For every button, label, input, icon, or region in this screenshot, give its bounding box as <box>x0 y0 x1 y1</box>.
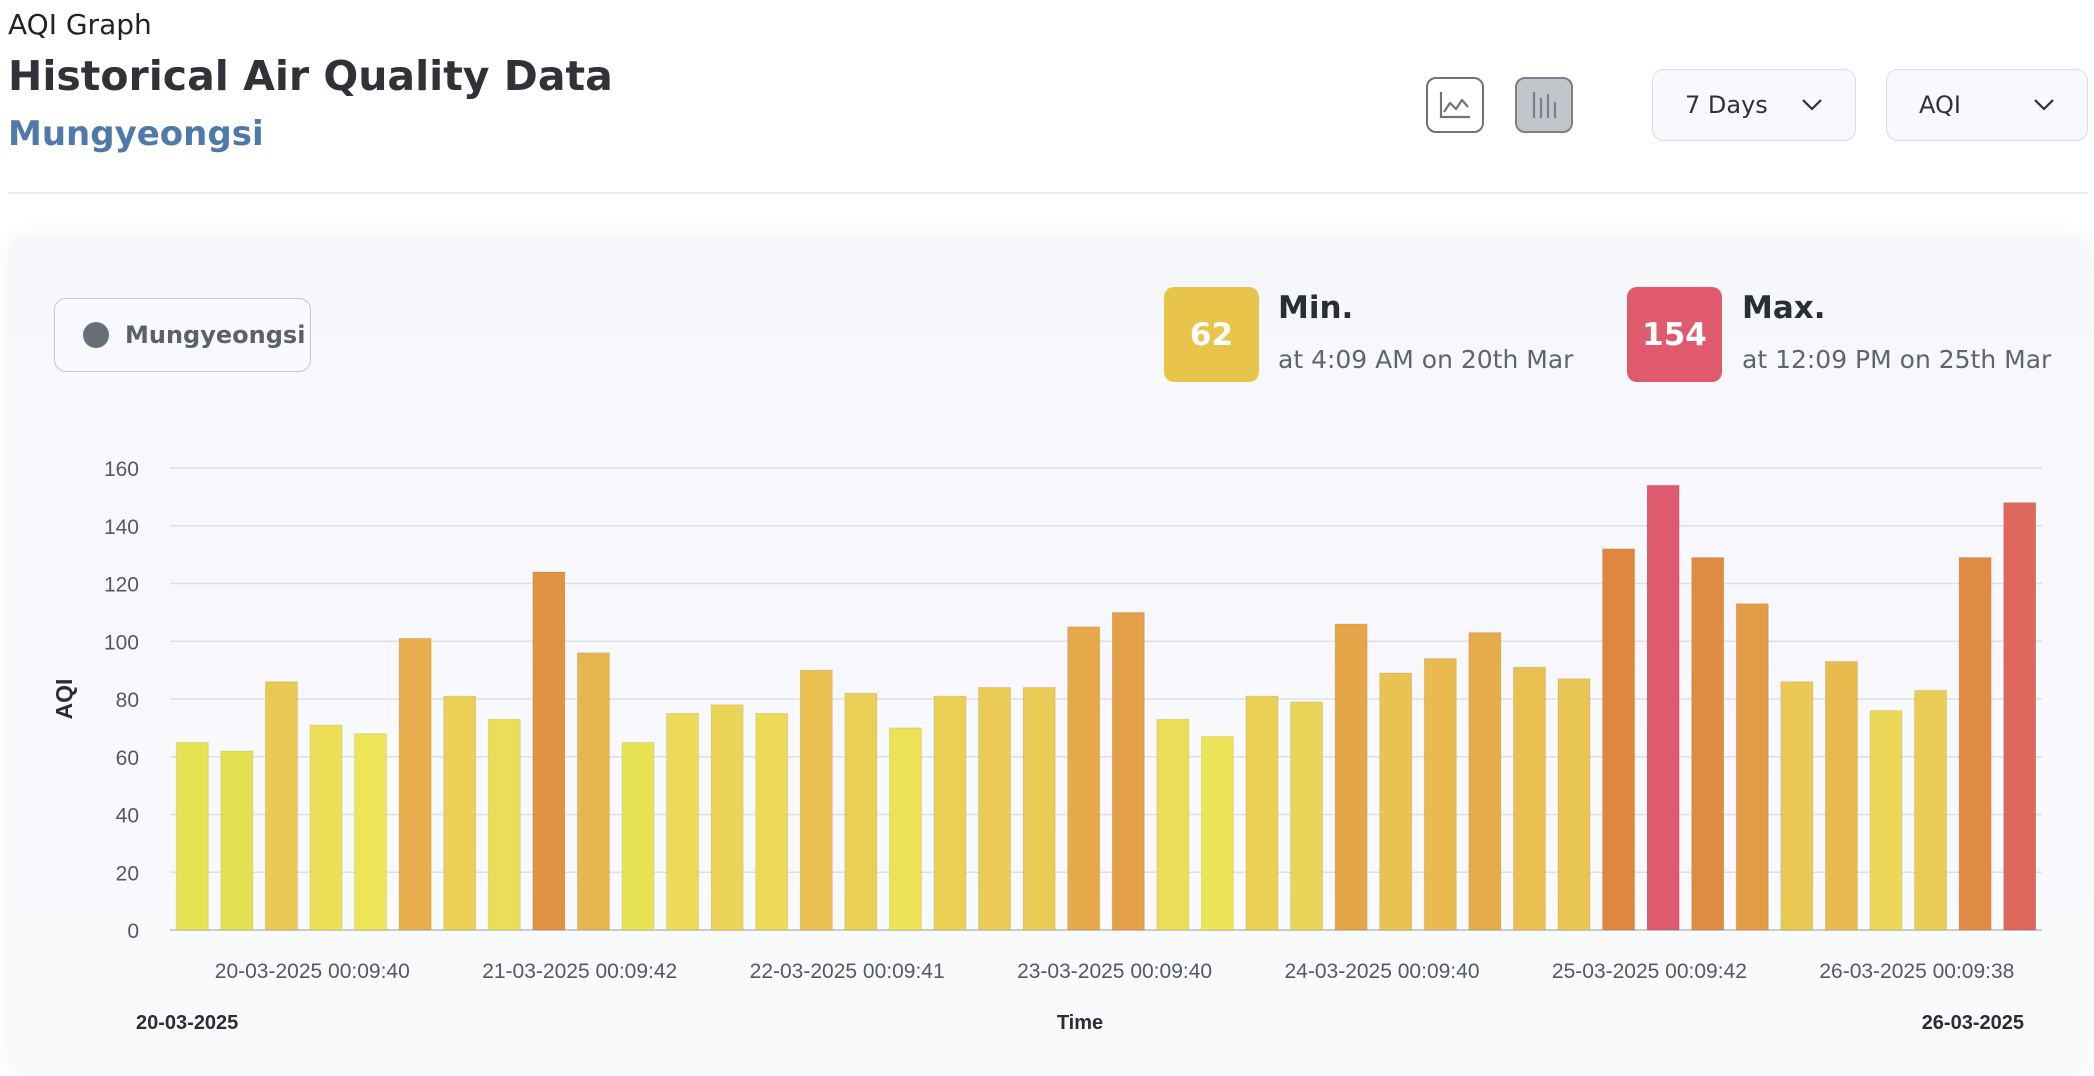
legend-label: Mungyeongsi <box>125 321 306 349</box>
y-tick-label: 60 <box>116 747 139 770</box>
y-tick-label: 140 <box>104 516 139 539</box>
bar <box>175 741 209 931</box>
bar <box>264 681 298 931</box>
line-chart-icon <box>1439 92 1470 119</box>
bar <box>1780 681 1814 931</box>
metric-value: AQI <box>1919 91 1961 119</box>
bar <box>1958 557 1992 931</box>
bar <box>1022 686 1056 931</box>
y-tick-label: 40 <box>116 805 139 828</box>
bar <box>2003 502 2037 931</box>
min-detail: at 4:09 AM on 20th Mar <box>1278 345 1574 374</box>
y-tick-label: 80 <box>116 689 139 712</box>
bar <box>576 652 610 931</box>
page-location: Mungyeongsi <box>8 114 264 154</box>
page-title: Historical Air Quality Data <box>8 52 613 100</box>
bar <box>888 727 922 931</box>
min-label: Min. <box>1278 290 1354 326</box>
min-value-badge: 62 <box>1164 287 1259 382</box>
x-tick-label: 24-03-2025 00:09:40 <box>1285 960 1480 983</box>
bar <box>1869 710 1903 931</box>
metric-dropdown[interactable]: AQI <box>1886 69 2088 141</box>
header-divider <box>8 192 2088 194</box>
bar <box>1290 701 1324 931</box>
bar <box>220 750 254 931</box>
bar <box>1200 736 1234 931</box>
bar <box>1646 484 1680 931</box>
x-axis-title: Time <box>1057 1012 1103 1034</box>
x-tick-label: 25-03-2025 00:09:42 <box>1552 960 1747 983</box>
bar-chart-icon <box>1532 92 1557 118</box>
y-tick-label: 100 <box>104 631 139 654</box>
x-tick-label: 26-03-2025 00:09:38 <box>1819 960 2014 983</box>
bar <box>1156 718 1190 931</box>
bar <box>1379 672 1413 931</box>
bar <box>1735 603 1769 931</box>
bar <box>309 724 343 931</box>
bar <box>1111 611 1145 931</box>
x-end-label: 26-03-2025 <box>1922 1012 2024 1034</box>
y-tick-label: 120 <box>104 574 139 597</box>
x-tick-label: 20-03-2025 00:09:40 <box>215 960 410 983</box>
bar <box>978 686 1012 931</box>
bar <box>1245 695 1279 931</box>
bar <box>1602 548 1636 931</box>
bar <box>1557 678 1591 931</box>
x-tick-label: 22-03-2025 00:09:41 <box>750 960 945 983</box>
period-dropdown[interactable]: 7 Days <box>1652 69 1856 141</box>
bar <box>1824 660 1858 931</box>
bar <box>799 669 833 931</box>
bar <box>398 637 432 931</box>
bar <box>1423 658 1457 931</box>
bar <box>1334 623 1368 931</box>
max-detail: at 12:09 PM on 25th Mar <box>1742 345 2052 374</box>
y-axis-title: AQI <box>51 679 77 720</box>
max-value-badge: 154 <box>1627 287 1722 382</box>
bar <box>755 712 789 931</box>
bar <box>844 692 878 931</box>
x-tick-label: 21-03-2025 00:09:42 <box>482 960 677 983</box>
x-tick-label: 23-03-2025 00:09:40 <box>1017 960 1212 983</box>
chevron-down-icon <box>2034 99 2054 111</box>
bar <box>1691 557 1725 931</box>
bar <box>1914 689 1948 931</box>
bar <box>710 704 744 931</box>
bar <box>443 695 477 931</box>
bar <box>621 741 655 931</box>
bar <box>1067 626 1101 931</box>
bar <box>1512 666 1546 931</box>
legend-dot-icon <box>83 322 109 348</box>
page-label: AQI Graph <box>8 8 152 41</box>
max-label: Max. <box>1742 290 1826 326</box>
period-value: 7 Days <box>1685 91 1768 119</box>
bar <box>532 571 566 931</box>
y-tick-label: 20 <box>116 862 139 885</box>
x-start-label: 20-03-2025 <box>136 1012 238 1034</box>
legend-item-mungyeongsi[interactable]: Mungyeongsi <box>54 298 311 372</box>
line-chart-button[interactable] <box>1426 77 1484 133</box>
bar <box>487 718 521 931</box>
bar <box>666 712 700 931</box>
bar <box>933 695 967 931</box>
chevron-down-icon <box>1802 99 1822 111</box>
y-tick-label: 160 <box>104 458 139 481</box>
bar-chart-button[interactable] <box>1515 77 1573 133</box>
y-tick-label: 0 <box>127 920 139 943</box>
bar <box>1468 632 1502 931</box>
bar <box>354 733 388 931</box>
